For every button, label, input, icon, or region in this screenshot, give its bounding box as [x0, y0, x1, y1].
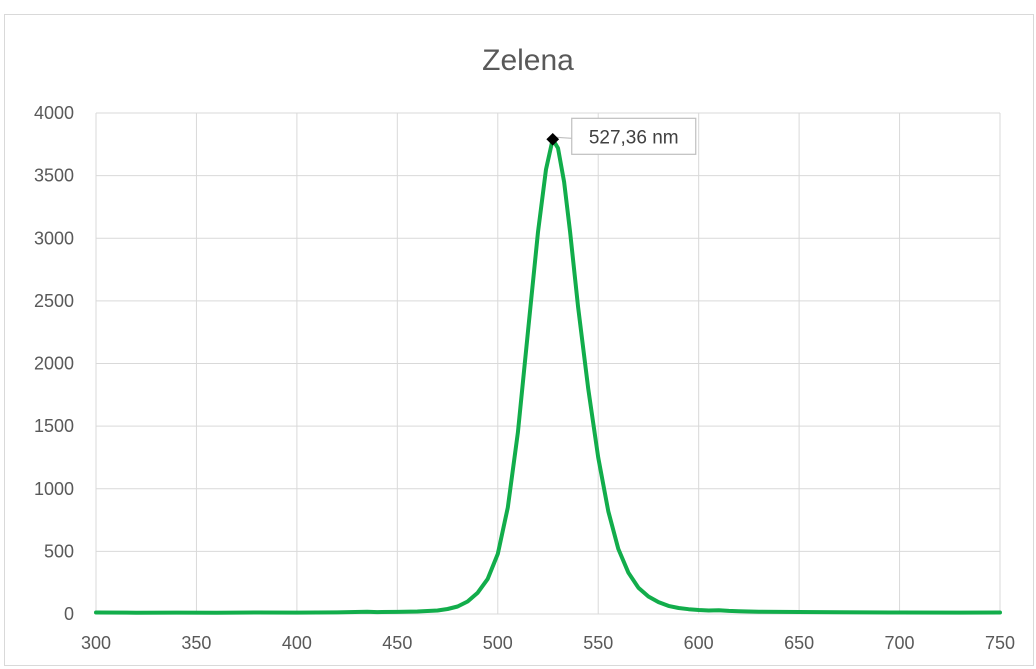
x-tick-label: 550: [583, 633, 613, 653]
x-tick-label: 700: [885, 633, 915, 653]
y-tick-label: 1500: [34, 416, 74, 436]
x-tick-label: 650: [784, 633, 814, 653]
y-tick-label: 2500: [34, 291, 74, 311]
callout-box: [571, 117, 697, 155]
x-tick-label: 500: [483, 633, 513, 653]
y-tick-label: 0: [64, 604, 74, 624]
y-tick-label: 500: [44, 541, 74, 561]
chart-title: Zelena: [482, 44, 574, 77]
x-tick-label: 350: [181, 633, 211, 653]
y-axis-ticks: 0 500 1000 1500 2000 2500 3000 3500 4000: [34, 103, 74, 624]
x-tick-label: 400: [282, 633, 312, 653]
x-tick-label: 750: [985, 633, 1015, 653]
x-axis-ticks: 300 350 400 450 500 550 600 650 700 750: [81, 633, 1015, 653]
x-tick-label: 600: [684, 633, 714, 653]
y-tick-label: 3500: [34, 166, 74, 186]
grid: [95, 112, 1001, 615]
chart-frame: [4, 14, 1034, 666]
y-tick-label: 3000: [34, 228, 74, 248]
callout-leader: [556, 136, 572, 139]
y-tick-label: 2000: [34, 354, 74, 374]
y-tick-label: 4000: [34, 103, 74, 123]
series-layer: [94, 137, 1002, 615]
y-tick-label: 1000: [34, 479, 74, 499]
series-line: [94, 137, 1002, 615]
x-tick-label: 450: [382, 633, 412, 653]
peak-label: 527,36 nm: [589, 127, 679, 148]
annotation-layer: 527,36 nm: [546, 117, 697, 155]
x-tick-label: 300: [81, 633, 111, 653]
